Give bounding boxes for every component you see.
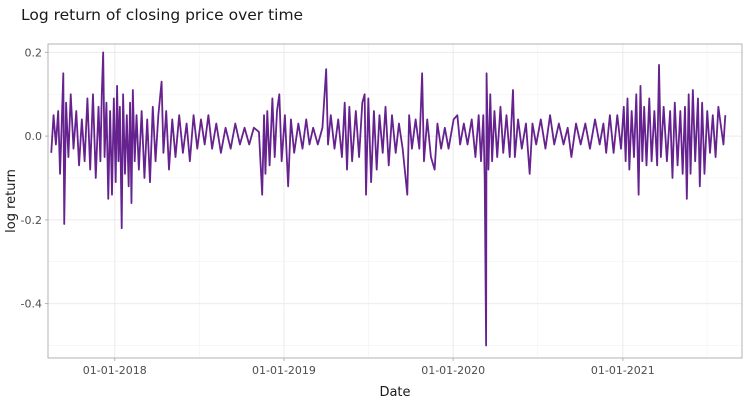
x-tick-label: 01-01-2018 [83,364,147,377]
grid-layer [48,44,742,358]
x-tick-label: 01-01-2020 [421,364,485,377]
x-axis-label: Date [379,385,410,400]
chart-title: Log return of closing price over time [21,6,304,24]
plot-background [48,44,742,358]
y-tick-label: -0.4 [21,298,42,311]
x-tick-label: 01-01-2019 [252,364,316,377]
y-tick-label: 0.2 [25,46,43,59]
series-layer [50,51,727,347]
x-tick-label: 01-01-2021 [591,364,655,377]
series-line-0 [50,51,727,347]
y-tick-label: -0.2 [21,214,42,227]
tick-layer: 0.2 0.0 -0.2 -0.4 01-01-2018 01-01-2019 01-01-… [21,46,655,377]
y-axis-label: log return [4,169,19,233]
plot-border [47,43,743,359]
y-tick-label: 0.0 [25,130,43,143]
